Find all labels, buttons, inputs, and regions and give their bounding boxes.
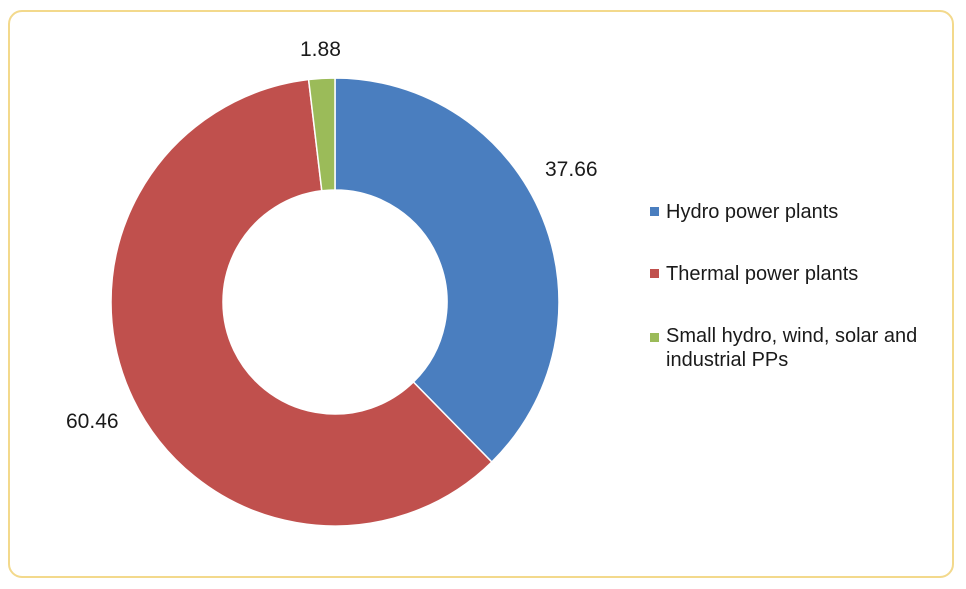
data-label-small: 1.88: [300, 38, 341, 61]
data-label-hydro: 37.66: [545, 158, 598, 181]
legend-swatch-hydro: [650, 207, 659, 216]
slice-small[interactable]: [307, 77, 336, 192]
legend-swatch-thermal: [650, 269, 659, 278]
legend-swatch-small: [650, 333, 659, 342]
legend-item-small[interactable]: Small hydro, wind, solar and industrial …: [650, 324, 950, 372]
slice-hydro[interactable]: [334, 77, 560, 464]
legend-item-thermal[interactable]: Thermal power plants: [650, 262, 950, 286]
legend-item-hydro[interactable]: Hydro power plants: [650, 200, 950, 224]
data-label-thermal: 60.46: [66, 410, 119, 433]
slice-thermal[interactable]: [110, 78, 493, 527]
doughnut-slices: [110, 77, 560, 527]
legend-label: Small hydro, wind, solar and industrial …: [666, 325, 918, 371]
legend: Hydro power plants Thermal power plants …: [650, 200, 950, 410]
legend-label: Thermal power plants: [666, 263, 859, 285]
legend-label: Hydro power plants: [666, 201, 839, 223]
